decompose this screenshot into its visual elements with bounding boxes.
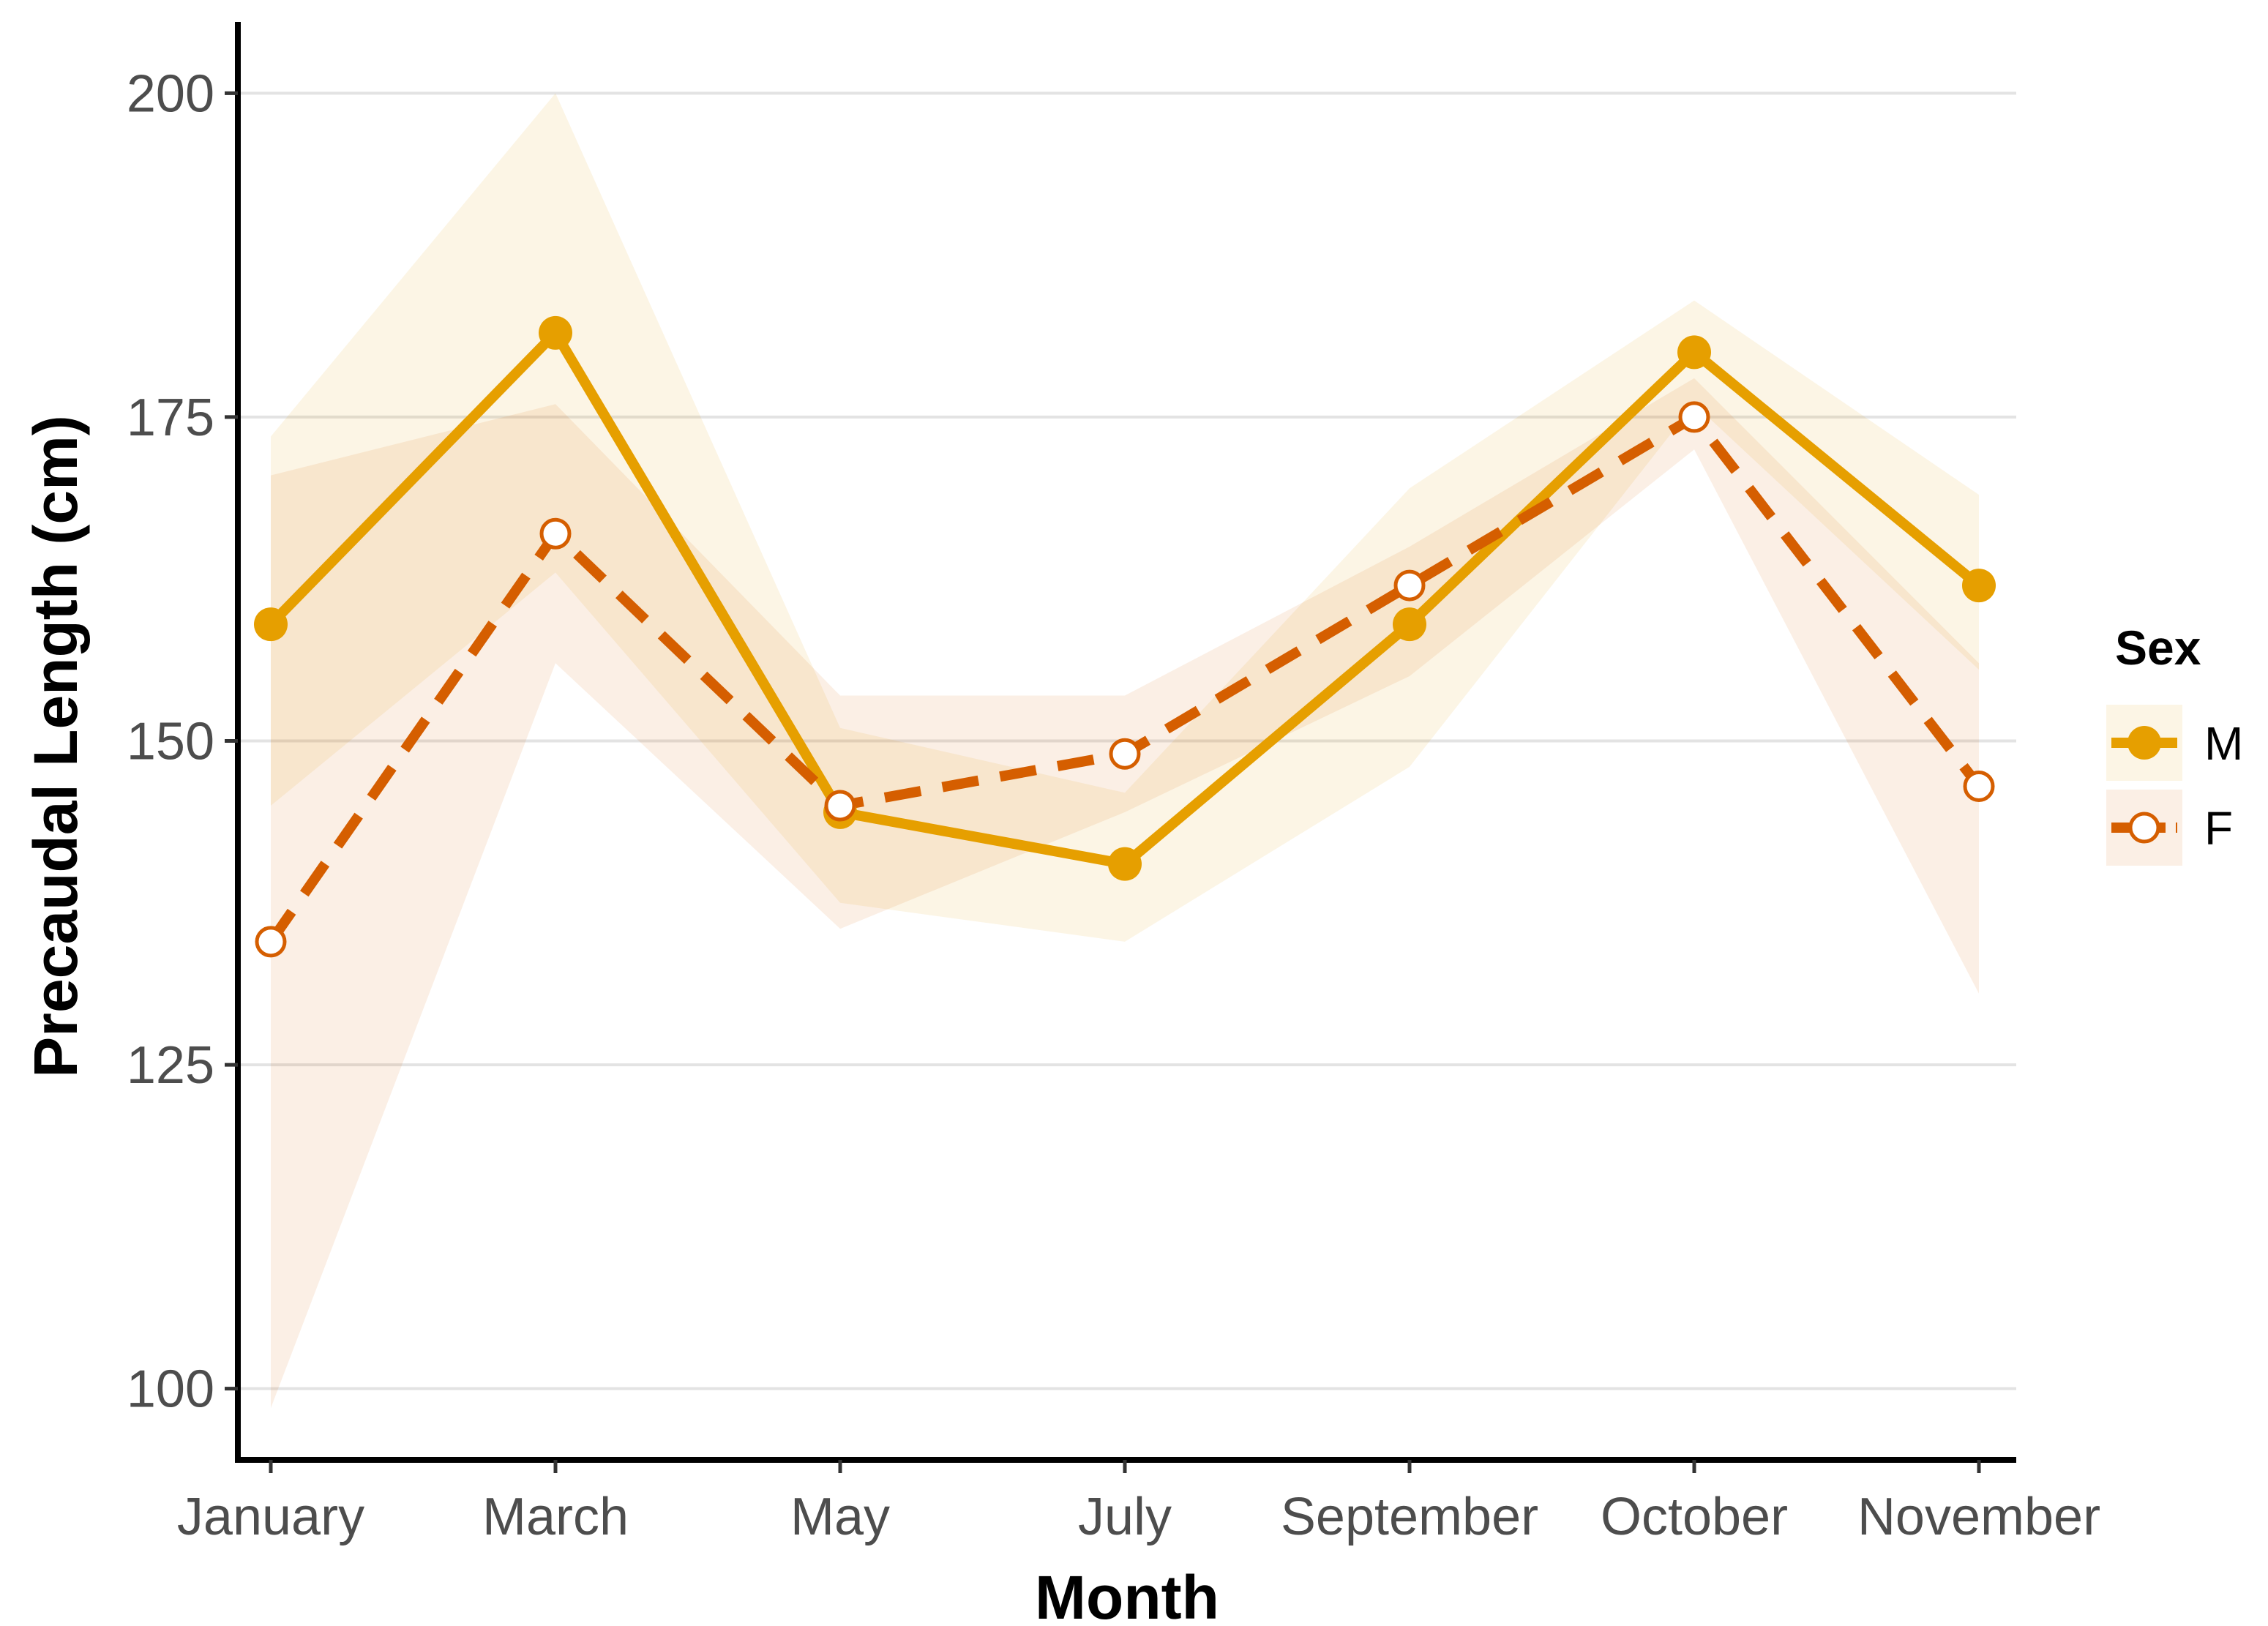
legend-key-marker-F (2128, 812, 2160, 844)
band-M (271, 93, 1979, 942)
point-F-May (824, 790, 856, 822)
y-tick-label-100: 100 (127, 1360, 214, 1419)
legend-item-M: M (2106, 705, 2243, 781)
confidence-bands (271, 93, 1979, 1409)
point-M-January (254, 607, 288, 642)
point-M-September (1393, 607, 1426, 642)
legend-key-marker-M (2127, 726, 2161, 760)
point-M-November (1962, 569, 1996, 603)
point-F-July (1109, 738, 1141, 770)
y-axis-title: Precaudal Length (cm) (21, 415, 90, 1078)
x-tick-labels: January March May July September October Novem… (177, 1488, 2100, 1546)
y-tick-label-175: 175 (127, 389, 214, 447)
x-axis-title: Month (1035, 1563, 1219, 1626)
legend-item-F: F (2106, 790, 2233, 866)
axes (225, 22, 2016, 1473)
legend: Sex MF (2106, 621, 2243, 866)
x-tick-label-May: May (790, 1488, 890, 1546)
x-tick-label-September: September (1281, 1488, 1538, 1546)
y-tick-label-150: 150 (127, 713, 214, 771)
point-F-March (539, 517, 572, 550)
point-M-July (1108, 847, 1142, 881)
legend-label-M: M (2204, 717, 2243, 770)
x-tick-label-November: November (1857, 1488, 2100, 1546)
legend-label-F: F (2204, 802, 2233, 855)
y-tick-label-200: 200 (127, 64, 214, 123)
point-F-September (1393, 569, 1426, 602)
point-F-January (255, 926, 287, 958)
point-M-March (539, 315, 572, 350)
series-markers (254, 315, 1996, 958)
x-tick-label-July: July (1078, 1488, 1172, 1546)
x-tick-label-March: March (482, 1488, 629, 1546)
point-F-October (1678, 401, 1710, 433)
y-tick-label-125: 125 (127, 1036, 214, 1095)
legend-title: Sex (2115, 621, 2201, 675)
x-tick-label-October: October (1601, 1488, 1788, 1546)
band-F (271, 378, 1979, 1409)
y-tick-labels: 100 125 150 175 200 (127, 64, 214, 1418)
x-tick-label-January: January (177, 1488, 364, 1546)
point-F-November (1963, 770, 1995, 802)
point-M-October (1677, 335, 1711, 370)
